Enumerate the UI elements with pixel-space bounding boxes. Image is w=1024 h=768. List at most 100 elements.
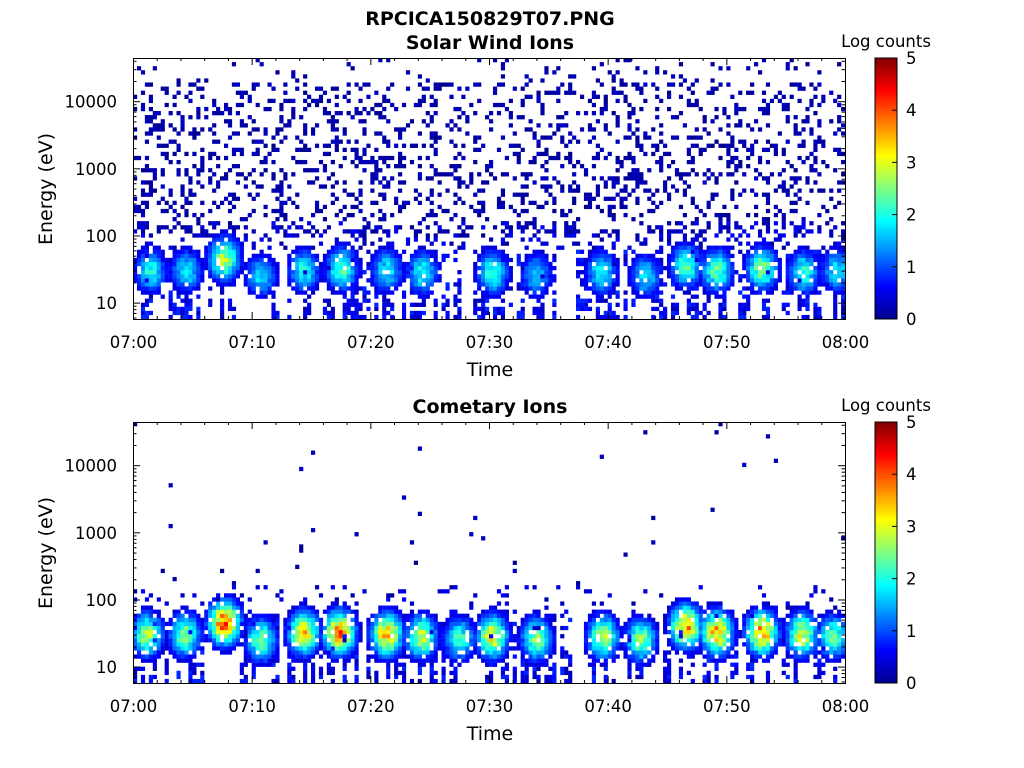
spectrogram-cell xyxy=(674,188,680,193)
spectrogram-cell xyxy=(398,204,403,210)
spectrogram-cell xyxy=(453,678,458,684)
spectrogram-cell xyxy=(196,634,201,639)
spectrogram-cell xyxy=(425,225,430,230)
spectrogram-cell xyxy=(655,204,660,210)
spectrogram-cell xyxy=(338,164,343,169)
spectrogram-cell xyxy=(742,253,747,259)
spectrogram-cell xyxy=(311,245,316,250)
spectrogram-cell xyxy=(789,253,794,259)
spectrogram-cell xyxy=(263,540,268,545)
spectrogram-cell xyxy=(785,115,790,120)
spectrogram-cell xyxy=(283,212,288,218)
spectrogram-cell xyxy=(734,180,739,185)
spectrogram-cell xyxy=(540,102,545,108)
spectrogram-cell xyxy=(330,601,335,606)
spectrogram-cell xyxy=(421,217,426,222)
spectrogram-cell xyxy=(216,221,221,226)
spectrogram-cell xyxy=(386,674,391,680)
spectrogram-cell xyxy=(485,278,490,283)
spectrogram-cell xyxy=(342,131,347,136)
spectrogram-cell xyxy=(413,314,418,320)
spectrogram-cell xyxy=(295,86,300,91)
spectrogram-cell xyxy=(841,270,846,275)
spectrogram-cell xyxy=(386,605,391,610)
spectrogram-cell xyxy=(196,265,201,271)
spectrogram-cell xyxy=(635,270,640,275)
spectrogram-cell xyxy=(227,601,233,606)
spectrogram-cell xyxy=(279,102,284,108)
spectrogram-cell xyxy=(690,314,695,320)
spectrogram-cell xyxy=(564,212,569,218)
spectrogram-cell xyxy=(409,302,415,307)
spectrogram-cell xyxy=(429,617,434,623)
spectrogram-cell xyxy=(322,229,328,234)
spectrogram-cell xyxy=(374,654,379,659)
spectrogram-cell xyxy=(271,617,276,623)
spectrogram-cell xyxy=(243,123,248,128)
spectrogram-cell xyxy=(212,646,217,651)
spectrogram-cell xyxy=(603,314,608,320)
spectrogram-cell xyxy=(409,613,415,618)
spectrogram-cell xyxy=(259,257,264,263)
spectrogram-cell xyxy=(275,617,280,623)
spectrogram-cell xyxy=(730,270,735,275)
spectrogram-cell xyxy=(789,176,794,181)
spectrogram-cell xyxy=(552,90,557,95)
spectrogram-cell xyxy=(433,172,438,177)
spectrogram-cell xyxy=(635,119,640,124)
spectrogram-cell xyxy=(401,102,407,108)
spectrogram-cell xyxy=(670,257,676,263)
spectrogram-cell xyxy=(172,257,177,263)
spectrogram-cell xyxy=(801,249,806,254)
spectrogram-cell xyxy=(184,94,189,99)
spectrogram-cell xyxy=(429,270,434,275)
spectrogram-cell xyxy=(366,670,371,676)
spectrogram-cell xyxy=(552,229,557,234)
spectrogram-cell xyxy=(311,674,316,680)
spectrogram-cell xyxy=(255,184,260,189)
spectrogram-cell xyxy=(354,613,359,618)
spectrogram-cell xyxy=(401,270,407,275)
spectrogram-cell xyxy=(670,229,676,234)
spectrogram-cell xyxy=(441,658,446,663)
spectrogram-cell xyxy=(702,229,707,234)
spectrogram-cell xyxy=(481,302,486,307)
spectrogram-cell xyxy=(631,286,636,291)
spectrogram-cell xyxy=(659,282,664,287)
spectrogram-cell xyxy=(777,278,782,283)
spectrogram-cell xyxy=(243,261,248,267)
spectrogram-cell xyxy=(152,642,157,647)
spectrogram-cell xyxy=(635,290,640,295)
spectrogram-cell xyxy=(354,629,359,635)
spectrogram-cell xyxy=(453,617,458,623)
spectrogram-cell xyxy=(307,310,312,316)
spectrogram-cell xyxy=(532,180,537,185)
spectrogram-cell xyxy=(227,617,233,623)
spectrogram-cell xyxy=(208,298,213,303)
spectrogram-cell xyxy=(374,646,379,651)
spectrogram-cell xyxy=(398,208,403,214)
spectrogram-cell xyxy=(532,221,537,226)
spectrogram-cell xyxy=(722,314,727,320)
spectrogram-cell xyxy=(311,646,316,651)
spectrogram-cell xyxy=(322,143,328,148)
spectrogram-cell xyxy=(817,265,822,271)
spectrogram-cell xyxy=(429,650,434,655)
spectrogram-cell xyxy=(283,135,288,140)
spectrogram-cell xyxy=(271,314,276,320)
spectrogram-cell xyxy=(235,164,240,169)
spectrogram-cell xyxy=(223,613,229,618)
spectrogram-cell xyxy=(421,625,426,631)
spectrogram-cell xyxy=(817,119,822,124)
spectrogram-cell xyxy=(401,155,407,161)
spectrogram-cell xyxy=(311,286,316,291)
spectrogram-cell xyxy=(275,261,280,267)
spectrogram-cell xyxy=(192,593,197,598)
spectrogram-cell xyxy=(504,270,509,275)
spectrogram-cell xyxy=(140,274,146,279)
spectrogram-cell xyxy=(809,249,814,254)
spectrogram-cell xyxy=(548,274,553,279)
spectrogram-cell xyxy=(433,249,438,254)
spectrogram-cell xyxy=(734,204,739,210)
spectrogram-cell xyxy=(746,123,751,128)
